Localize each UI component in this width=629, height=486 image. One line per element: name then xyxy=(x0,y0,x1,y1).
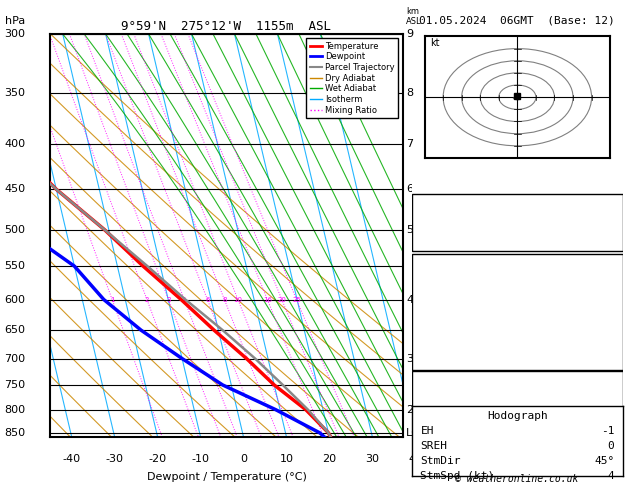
Text: StmDir: StmDir xyxy=(420,456,461,466)
Text: 6: 6 xyxy=(406,184,413,194)
Text: 0: 0 xyxy=(608,441,615,451)
Text: Lifted Index: Lifted Index xyxy=(418,331,499,342)
Legend: Temperature, Dewpoint, Parcel Trajectory, Dry Adiabat, Wet Adiabat, Isotherm, Mi: Temperature, Dewpoint, Parcel Trajectory… xyxy=(306,38,398,118)
Text: EH: EH xyxy=(420,426,434,436)
Text: -1: -1 xyxy=(601,426,615,436)
Text: 10: 10 xyxy=(233,296,242,302)
Text: 400: 400 xyxy=(4,139,26,149)
Text: Pressure (mb): Pressure (mb) xyxy=(418,396,506,405)
Text: Lifted Index: Lifted Index xyxy=(418,431,499,441)
Text: 0: 0 xyxy=(240,453,247,464)
Text: 700: 700 xyxy=(4,353,26,364)
Text: -20: -20 xyxy=(148,453,167,464)
Text: K: K xyxy=(418,200,425,210)
Text: 850: 850 xyxy=(4,428,26,438)
Text: Totals Totals: Totals Totals xyxy=(418,218,506,228)
Text: 800: 800 xyxy=(4,405,26,415)
Text: 0: 0 xyxy=(610,331,616,342)
Text: © weatheronline.co.uk: © weatheronline.co.uk xyxy=(455,473,579,484)
Text: Most Unstable: Most Unstable xyxy=(474,378,561,387)
Text: 4: 4 xyxy=(182,296,186,302)
Text: 4: 4 xyxy=(608,470,615,481)
Text: 01.05.2024  06GMT  (Base: 12): 01.05.2024 06GMT (Base: 12) xyxy=(419,16,615,26)
Bar xyxy=(412,254,623,370)
Text: 300: 300 xyxy=(4,29,26,39)
Text: 0: 0 xyxy=(610,431,616,441)
Text: StmSpd (kt): StmSpd (kt) xyxy=(420,470,494,481)
Text: kt: kt xyxy=(430,38,440,48)
Text: Mixing Ratio (g/kg): Mixing Ratio (g/kg) xyxy=(434,190,444,282)
Text: θₜ(K): θₜ(K) xyxy=(418,313,452,324)
Text: 2: 2 xyxy=(145,296,149,302)
Text: SREH: SREH xyxy=(420,441,447,451)
Text: 40: 40 xyxy=(603,218,616,228)
Text: 350: 350 xyxy=(596,413,616,423)
Text: 25: 25 xyxy=(292,296,301,302)
Text: 31: 31 xyxy=(603,200,616,210)
Text: 9: 9 xyxy=(610,467,616,477)
Text: 149: 149 xyxy=(596,349,616,359)
Text: 350: 350 xyxy=(596,313,616,324)
Text: CAPE (J): CAPE (J) xyxy=(418,349,472,359)
Text: Surface: Surface xyxy=(494,260,541,270)
Text: 2: 2 xyxy=(406,405,413,415)
Text: 3: 3 xyxy=(166,296,170,302)
Text: -40: -40 xyxy=(63,453,81,464)
Bar xyxy=(412,371,623,461)
Text: 8: 8 xyxy=(406,88,413,98)
Text: 8: 8 xyxy=(222,296,226,302)
Text: 149: 149 xyxy=(596,449,616,459)
Text: hPa: hPa xyxy=(6,16,26,26)
Text: 18.9: 18.9 xyxy=(589,295,616,306)
Text: 30: 30 xyxy=(365,453,379,464)
Text: 9: 9 xyxy=(610,367,616,377)
Text: PW (cm): PW (cm) xyxy=(418,236,465,246)
Text: 2.79: 2.79 xyxy=(589,236,616,246)
Text: 600: 600 xyxy=(4,295,26,305)
Text: km
ASL: km ASL xyxy=(406,6,421,26)
Text: Dewp (°C): Dewp (°C) xyxy=(418,295,479,306)
Text: 886: 886 xyxy=(596,396,616,405)
Text: 3: 3 xyxy=(406,353,413,364)
Text: LCL: LCL xyxy=(406,428,426,438)
Text: 16: 16 xyxy=(263,296,272,302)
Text: 10: 10 xyxy=(279,453,294,464)
Text: 6: 6 xyxy=(205,296,209,302)
Title: 9°59'N  275°12'W  1155m  ASL: 9°59'N 275°12'W 1155m ASL xyxy=(121,20,331,33)
Text: CAPE (J): CAPE (J) xyxy=(418,449,472,459)
Text: Dewpoint / Temperature (°C): Dewpoint / Temperature (°C) xyxy=(147,472,306,482)
Text: 7: 7 xyxy=(406,139,413,149)
Text: Hodograph: Hodograph xyxy=(487,412,548,421)
Text: 40: 40 xyxy=(408,453,423,464)
Text: 750: 750 xyxy=(4,380,26,390)
Text: -30: -30 xyxy=(106,453,124,464)
Text: Temp (°C): Temp (°C) xyxy=(418,278,479,288)
Text: 350: 350 xyxy=(4,88,26,98)
Text: 4: 4 xyxy=(406,295,413,305)
Text: 550: 550 xyxy=(4,261,26,271)
Text: θₜ (K): θₜ (K) xyxy=(418,413,459,423)
Text: 500: 500 xyxy=(4,225,26,235)
Text: 1: 1 xyxy=(110,296,114,302)
Text: 5: 5 xyxy=(406,225,413,235)
Text: 650: 650 xyxy=(4,325,26,335)
Bar xyxy=(412,194,623,251)
Text: 20.3: 20.3 xyxy=(589,278,616,288)
Text: CIN (J): CIN (J) xyxy=(418,367,465,377)
Text: 450: 450 xyxy=(4,184,26,194)
Text: 9: 9 xyxy=(406,29,413,39)
Text: CIN (J): CIN (J) xyxy=(418,467,465,477)
Text: 45°: 45° xyxy=(594,456,615,466)
Text: 20: 20 xyxy=(323,453,337,464)
Text: 20: 20 xyxy=(277,296,286,302)
Text: -10: -10 xyxy=(192,453,209,464)
